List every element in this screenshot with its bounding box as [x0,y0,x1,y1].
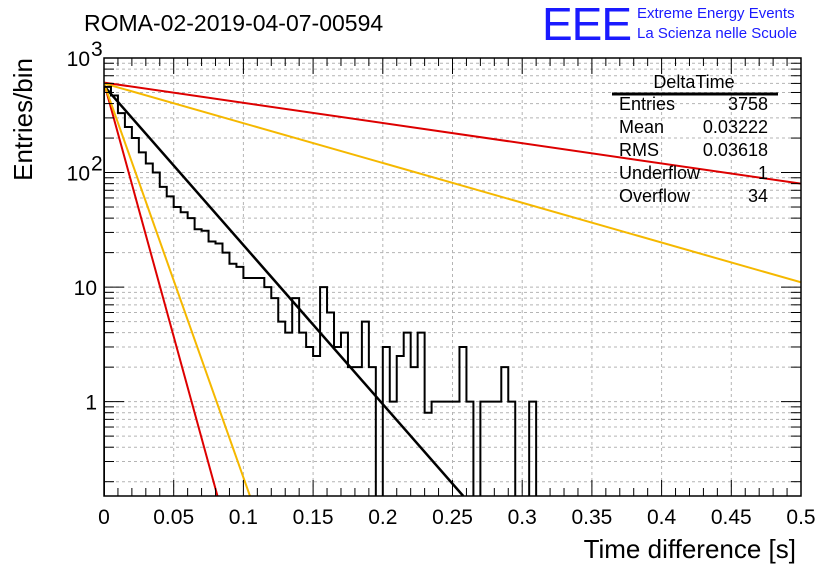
y-tick-label: 10 [67,48,90,71]
x-tick-label: 0.3 [508,506,537,529]
fit-line-2 [104,82,219,496]
x-tick-label: 0.45 [711,506,752,529]
stats-label: Entries [619,94,675,114]
y-tick-label: 10 [74,277,97,300]
logo-letters: EEE [542,0,631,50]
chart-title: ROMA-02-2019-04-07-00594 [84,10,383,36]
x-tick-label: 0.2 [368,506,397,529]
y-tick-label: 1 [85,392,97,415]
grid-lines [104,58,801,496]
y-tick-exponent: 3 [91,38,103,61]
x-axis-tick-labels: 0 0.05 0.1 0.15 0.2 0.25 0.3 0.35 0.4 0.45 0.5 [98,506,815,529]
fit-line-1 [104,85,465,496]
x-axis-title: Time difference [s] [584,534,796,564]
x-tick-label: 0.05 [153,506,194,529]
y-axis-title: Entries/bin [8,58,38,181]
histogram-steps [104,85,538,496]
stats-value: 0.03222 [703,117,768,137]
stats-label: Overflow [619,186,691,206]
x-tick-label: 0 [98,506,110,529]
stats-title: DeltaTime [653,72,734,92]
x-tick-label: 0.4 [647,506,677,529]
x-tick-label: 0.25 [432,506,473,529]
eee-logo: EEE Extreme Energy Events La Scienza nel… [542,0,797,50]
y-tick-exponent: 2 [91,153,103,176]
x-tick-label: 0.15 [293,506,334,529]
stats-value: 34 [748,186,768,206]
y-tick-label: 10 [67,163,90,186]
fit-line-4 [104,81,801,185]
stats-value: 1 [758,163,768,183]
x-tick-label: 0.35 [571,506,612,529]
stats-label: Mean [619,117,664,137]
x-tick-label: 0.5 [786,506,815,529]
logo-line-2: La Scienza nelle Scuole [637,25,797,42]
logo-line-1: Extreme Energy Events [637,5,795,22]
stats-label: RMS [619,140,659,160]
stats-value: 3758 [728,94,768,114]
fit-line-3 [104,83,251,496]
plot-area [104,81,801,496]
stats-value: 0.03618 [703,140,768,160]
stats-label: Underflow [619,163,701,183]
axes-frame [103,57,802,497]
x-tick-label: 0.1 [229,506,258,529]
fit-line-5 [104,82,801,284]
